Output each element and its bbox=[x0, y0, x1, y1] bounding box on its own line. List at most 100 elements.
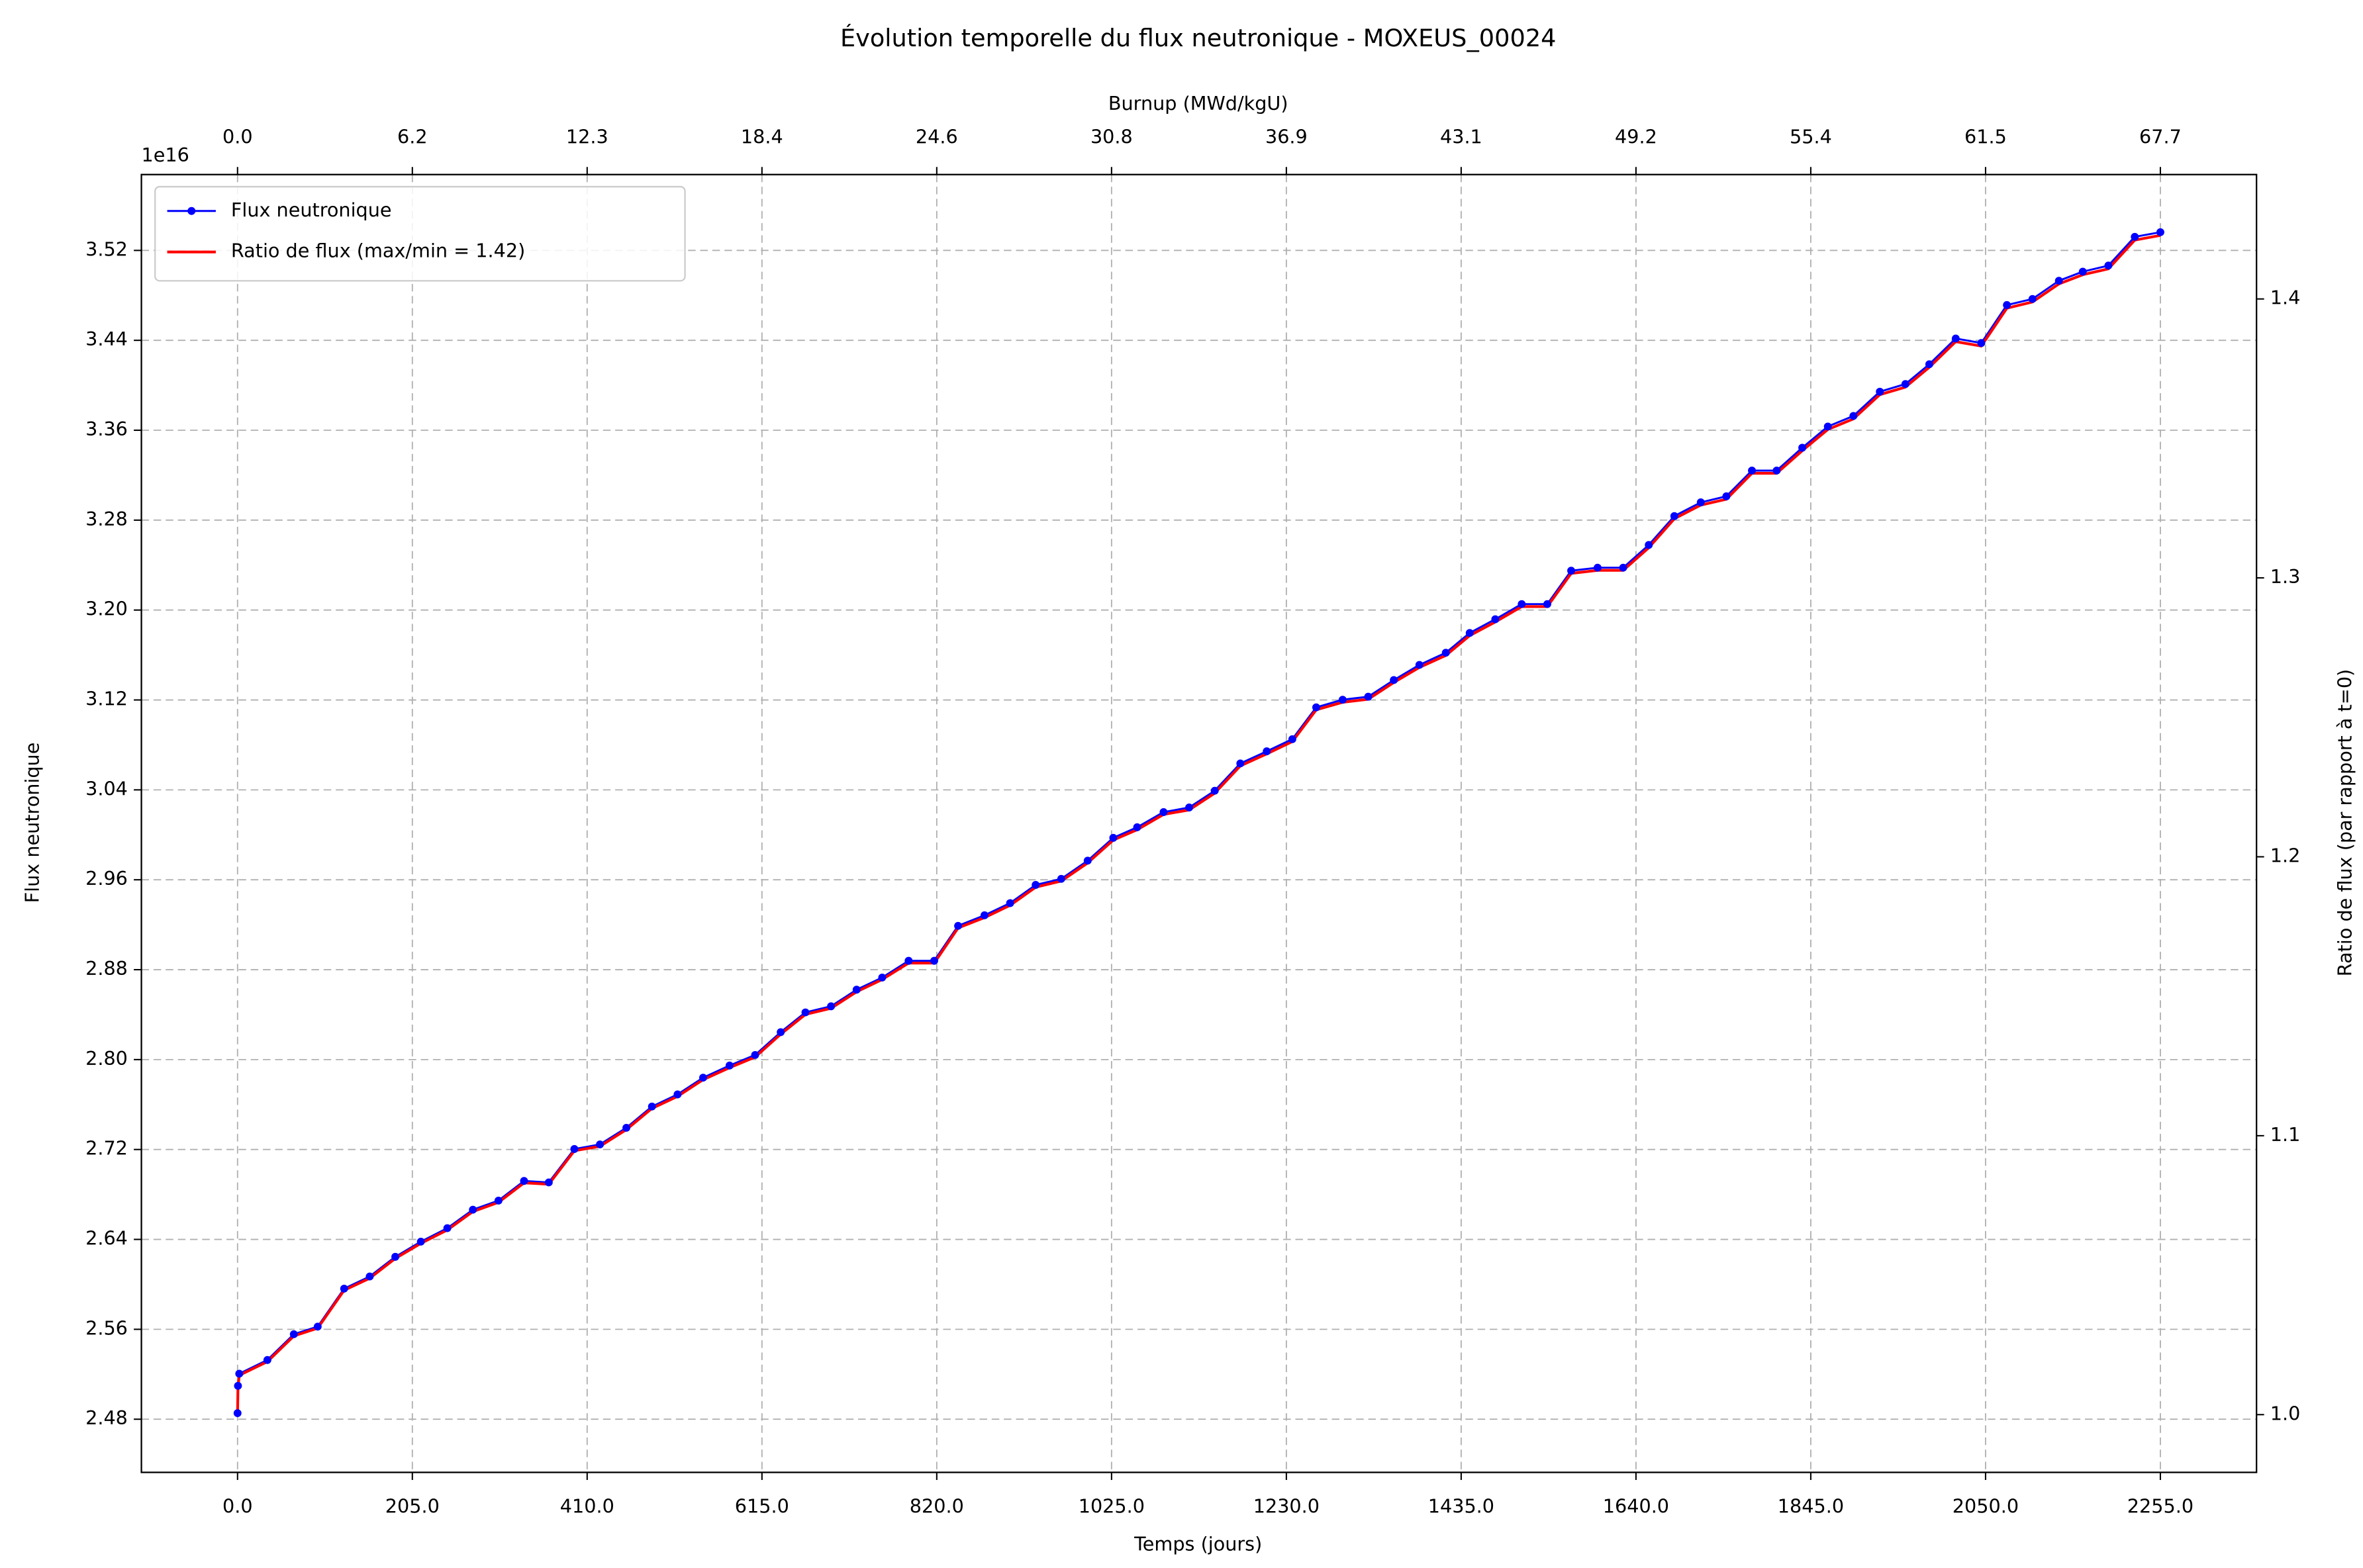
x2-tick-label: 6.2 bbox=[397, 126, 428, 148]
data-point bbox=[2054, 277, 2063, 285]
data-point bbox=[622, 1123, 631, 1132]
y2-axis-label: Ratio de flux (par rapport à t=0) bbox=[2333, 669, 2356, 976]
data-point bbox=[2028, 295, 2037, 303]
data-point bbox=[340, 1284, 348, 1293]
data-point bbox=[648, 1102, 656, 1111]
data-point bbox=[1465, 629, 1474, 637]
x-tick-label: 1435.0 bbox=[1428, 1495, 1494, 1517]
data-point bbox=[2156, 228, 2164, 236]
data-point bbox=[1159, 808, 1168, 816]
data-point bbox=[233, 1409, 242, 1418]
x2-tick-label: 49.2 bbox=[1615, 126, 1657, 148]
y-tick-label: 3.52 bbox=[85, 238, 128, 260]
legend-marker bbox=[187, 207, 196, 215]
data-point bbox=[1133, 823, 1141, 831]
data-point bbox=[2003, 300, 2011, 309]
data-point bbox=[1951, 334, 1960, 343]
y2-tick-label: 1.4 bbox=[2270, 287, 2301, 309]
x2-tick-label: 18.4 bbox=[741, 126, 783, 148]
data-point bbox=[1441, 649, 1450, 657]
data-point bbox=[2078, 267, 2087, 276]
data-point bbox=[289, 1330, 298, 1338]
data-point bbox=[365, 1272, 374, 1281]
data-point bbox=[1901, 380, 1909, 389]
series-line bbox=[236, 234, 2161, 1415]
data-point bbox=[544, 1178, 553, 1187]
data-point bbox=[801, 1008, 810, 1017]
y-tick-label: 3.44 bbox=[85, 328, 128, 350]
data-point bbox=[520, 1177, 528, 1185]
data-point bbox=[1567, 567, 1575, 575]
y2-tick-label: 1.1 bbox=[2270, 1123, 2301, 1146]
y-tick-label: 2.96 bbox=[85, 867, 128, 890]
data-point bbox=[1593, 563, 1602, 572]
data-point bbox=[1032, 881, 1040, 889]
data-point bbox=[1798, 443, 1807, 452]
data-point bbox=[1210, 786, 1219, 795]
legend-label: Ratio de flux (max/min = 1.42) bbox=[231, 240, 525, 262]
data-point bbox=[1491, 615, 1500, 623]
data-point bbox=[1849, 412, 1858, 420]
data-point bbox=[1876, 387, 1884, 396]
data-point bbox=[1006, 899, 1014, 907]
data-point bbox=[443, 1224, 452, 1232]
x-tick-label: 820.0 bbox=[910, 1495, 964, 1517]
data-point bbox=[777, 1028, 785, 1037]
data-point bbox=[1185, 804, 1194, 811]
y-tick-label: 2.72 bbox=[85, 1137, 128, 1160]
data-point bbox=[1772, 467, 1781, 475]
data-point bbox=[1696, 498, 1705, 506]
x-tick-label: 1640.0 bbox=[1603, 1495, 1669, 1517]
y-tick-label: 2.48 bbox=[85, 1407, 128, 1429]
data-point bbox=[1748, 467, 1757, 475]
data-point bbox=[852, 986, 861, 994]
data-point bbox=[878, 973, 887, 982]
x-tick-label: 1230.0 bbox=[1253, 1495, 1320, 1517]
data-point bbox=[1415, 661, 1423, 669]
data-point bbox=[235, 1369, 244, 1378]
data-point bbox=[1288, 735, 1296, 743]
plot-frame bbox=[140, 173, 2258, 1473]
y-tick-label: 3.20 bbox=[85, 598, 128, 620]
data-point bbox=[1312, 703, 1320, 712]
x2-tick-label: 12.3 bbox=[566, 126, 608, 148]
data-point bbox=[699, 1074, 707, 1082]
data-point bbox=[930, 956, 938, 965]
data-point bbox=[1925, 360, 1933, 369]
x2-tick-label: 55.4 bbox=[1790, 126, 1832, 148]
data-point bbox=[1236, 759, 1245, 768]
x2-tick-label: 61.5 bbox=[1964, 126, 2007, 148]
x-tick-label: 2255.0 bbox=[2127, 1495, 2194, 1517]
chart-title: Évolution temporelle du flux neutronique… bbox=[840, 23, 1557, 52]
x-tick-label: 2050.0 bbox=[1953, 1495, 2019, 1517]
data-point bbox=[1518, 600, 1526, 608]
data-point bbox=[1722, 492, 1731, 500]
data-point bbox=[263, 1356, 271, 1364]
x-tick-label: 1025.0 bbox=[1079, 1495, 1145, 1517]
x-tick-label: 615.0 bbox=[735, 1495, 789, 1517]
y-tick-label: 3.28 bbox=[85, 508, 128, 530]
x2-tick-label: 30.8 bbox=[1090, 126, 1133, 148]
x-tick-label: 205.0 bbox=[385, 1495, 440, 1517]
x-axis-label: Temps (jours) bbox=[1133, 1533, 1262, 1555]
data-point bbox=[725, 1061, 734, 1070]
y-offset-label: 1e16 bbox=[142, 144, 189, 166]
data-point bbox=[234, 1381, 242, 1390]
data-point bbox=[469, 1205, 477, 1214]
data-point bbox=[1645, 541, 1653, 549]
data-point bbox=[1823, 422, 1832, 431]
data-point bbox=[2104, 261, 2113, 270]
x2-tick-label: 0.0 bbox=[222, 126, 253, 148]
y-tick-label: 2.56 bbox=[85, 1316, 128, 1339]
data-point bbox=[416, 1237, 425, 1246]
data-point bbox=[904, 956, 913, 965]
data-point bbox=[1364, 692, 1373, 701]
data-point bbox=[954, 921, 963, 930]
data-point bbox=[1977, 339, 1986, 347]
data-point bbox=[1619, 563, 1627, 572]
data-point bbox=[1057, 874, 1065, 883]
data-point bbox=[1390, 676, 1398, 684]
y2-tick-label: 1.2 bbox=[2270, 844, 2301, 866]
x-tick-label: 1845.0 bbox=[1778, 1495, 1844, 1517]
